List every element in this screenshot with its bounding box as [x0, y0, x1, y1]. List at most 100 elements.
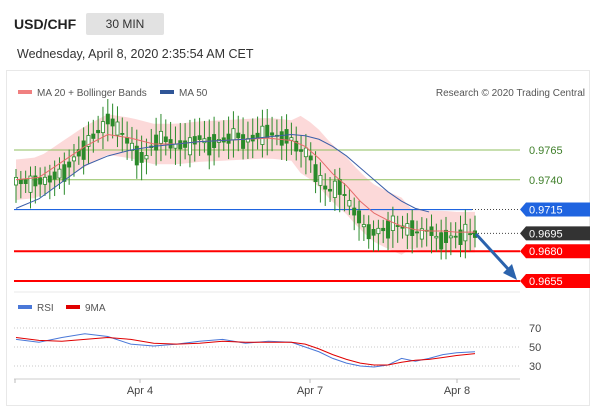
candle-body [448, 235, 453, 239]
candle-body [197, 135, 202, 140]
x-tick-label: Apr 8 [444, 385, 470, 397]
candle-body [33, 175, 38, 187]
candle-body [57, 168, 62, 179]
candle-body [347, 200, 352, 207]
candle-body [192, 136, 197, 145]
candle-body [13, 176, 18, 186]
candle-body [376, 227, 381, 235]
x-tick-label: Apr 7 [297, 385, 323, 397]
candle-body [415, 231, 420, 234]
candle-body [458, 229, 463, 245]
legend-ma50-label: MA 50 [179, 88, 208, 99]
candle-body [265, 124, 270, 139]
chart-header: USD/CHF 30 MIN [0, 0, 596, 40]
candle-body [226, 133, 231, 144]
candle-body [139, 151, 144, 163]
forecast-arrow [474, 232, 511, 272]
candle-body [52, 171, 57, 180]
candle-body [129, 142, 134, 151]
candle-body [96, 129, 101, 134]
candle-body [294, 140, 299, 152]
candle-body [270, 132, 275, 136]
candle-body [91, 133, 96, 139]
price-pane: 0.9765 0.9740 0.9715 0.9695 0.9680 0.9655 [13, 99, 590, 288]
legend-rsi-swatch [18, 305, 32, 309]
candle-body [255, 132, 260, 139]
candle-body [434, 235, 439, 239]
candle-body [366, 224, 371, 240]
candle-body [241, 134, 246, 149]
candle-body [260, 125, 265, 145]
symbol-label: USD/CHF [14, 16, 77, 32]
candle-body [154, 134, 159, 151]
candle-body [28, 175, 33, 193]
candle-body [279, 131, 284, 146]
candle-body [453, 235, 458, 238]
legend-ma20-swatch [18, 90, 32, 94]
candle-body [81, 140, 86, 160]
candle-body [405, 223, 410, 236]
candle-body [419, 228, 424, 240]
candle-body [342, 194, 347, 196]
candle-body [357, 210, 362, 224]
legend-ma20-label: MA 20 + Bollinger Bands [37, 88, 147, 99]
candle-body [468, 233, 473, 236]
forecast-arrow-head [503, 264, 517, 280]
candle-body [187, 137, 192, 156]
candle-body [444, 229, 449, 243]
candle-body [100, 121, 105, 134]
candle-body [71, 156, 76, 162]
candle-body [207, 136, 212, 156]
x-tick-label: Apr 4 [127, 385, 153, 397]
level-label-0.9680: 0.9680 [529, 246, 563, 258]
level-label-0.9655: 0.9655 [529, 276, 563, 288]
rsi-tick-70: 70 [529, 323, 541, 335]
candle-body [386, 220, 391, 239]
candle-body [202, 138, 207, 144]
candle-body [183, 140, 188, 148]
candle-body [134, 145, 139, 166]
candle-body [352, 207, 357, 216]
candle-body [284, 129, 289, 144]
legend-9ma-label: 9MA [85, 303, 106, 314]
candle-body [42, 176, 47, 185]
candle-body [231, 128, 236, 141]
candle-body [395, 225, 400, 227]
candle-body [318, 175, 323, 186]
rsi-tick-50: 50 [529, 342, 541, 354]
level-tag-0.9695 [520, 226, 590, 241]
level-tag-0.9715 [520, 202, 590, 217]
level-label-0.9695: 0.9695 [529, 228, 563, 240]
candle-body [236, 132, 241, 139]
candle-body [308, 155, 313, 161]
candle-body [67, 161, 72, 168]
credit-label: Research © 2020 Trading Central [436, 88, 585, 99]
timeframe-tab[interactable]: 30 MIN [86, 13, 164, 35]
candle-body [328, 188, 333, 192]
candle-body [337, 179, 342, 195]
candle-body [178, 140, 183, 150]
candle-body [23, 179, 28, 184]
legend-rsi-label: RSI [37, 303, 54, 314]
ma20-line [15, 133, 475, 233]
candle-body [38, 177, 43, 185]
candle-body [144, 155, 149, 160]
candle-body [18, 179, 23, 185]
candle-body [115, 121, 120, 136]
candle-body [120, 133, 125, 135]
candle-body [125, 137, 130, 144]
candle-body [163, 136, 168, 143]
x-axis-ticks: Apr 4 Apr 7 Apr 8 [14, 379, 470, 397]
candle-body [76, 149, 81, 157]
timestamp: Wednesday, April 8, 2020 2:35:54 AM CET [17, 47, 254, 61]
candle-body [381, 227, 386, 232]
candle-body [332, 180, 337, 198]
candle-body [47, 175, 52, 183]
level-tag-0.9655 [520, 274, 590, 288]
candle-body [323, 185, 328, 190]
level-label-0.9715: 0.9715 [529, 205, 563, 217]
candle-body [110, 118, 115, 127]
legend-9ma-swatch [66, 305, 80, 309]
rsi-9ma-line [15, 336, 476, 366]
